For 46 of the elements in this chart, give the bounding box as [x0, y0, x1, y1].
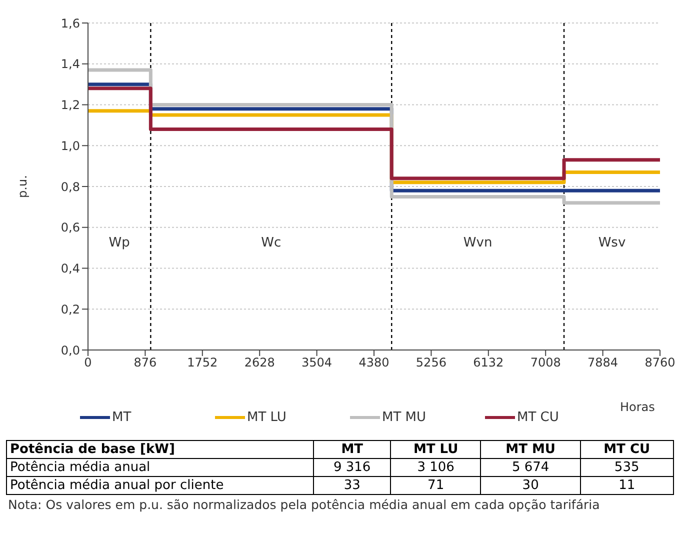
text: Potência de base [kW]: [6, 440, 314, 458]
data-label: 5 674: [480, 458, 580, 476]
x-tick-label: 6132: [473, 356, 504, 370]
category-label: MT MU: [480, 440, 580, 458]
text: Potência média anual por cliente: [6, 476, 314, 494]
legend-label: MT LU: [247, 410, 286, 425]
text: Nota: Os valores em p.u. são normalizados pela potência média anual em cada opção tarifária: [8, 497, 601, 512]
annotation: Wvn: [463, 236, 492, 251]
y-tick-label: 1,2: [60, 98, 80, 112]
data-label: 535: [580, 458, 674, 476]
x-tick-label: 2628: [244, 356, 275, 370]
legend-label: MT MU: [382, 410, 426, 425]
annotation: Wc: [261, 236, 282, 251]
x-tick-label: 3504: [302, 356, 332, 370]
annotation: Wsv: [598, 236, 626, 251]
data-label: 3 106: [390, 458, 481, 476]
category-label: MT LU: [390, 440, 481, 458]
x-tick-label: 876: [134, 356, 157, 370]
y-tick-label: 1,0: [60, 138, 80, 153]
x-tick-label: 0: [84, 356, 92, 370]
x-tick-label: 7884: [588, 356, 618, 370]
legend-label: MT CU: [517, 410, 559, 425]
x-tick-label: 8760: [644, 356, 676, 370]
y-tick-label: 0,6: [60, 220, 80, 235]
data-label: 11: [580, 476, 674, 494]
category-label: MT CU: [580, 440, 674, 458]
y-axis-title: p.u.: [15, 175, 30, 198]
x-tick-label: 7008: [530, 356, 561, 370]
data-label: 9 316: [314, 458, 391, 476]
text: Potência média anual: [6, 458, 314, 476]
data-label: 71: [390, 476, 481, 494]
y-tick-label: 0,0: [60, 343, 80, 358]
y-tick-label: 0,2: [60, 302, 80, 316]
x-axis-title: Horas: [620, 400, 655, 414]
legend-label: MT: [112, 410, 132, 425]
data-label: 30: [480, 476, 580, 494]
y-tick-label: 0,8: [60, 180, 80, 194]
annotation: Wp: [108, 236, 130, 251]
y-tick-label: 1,6: [60, 16, 80, 30]
x-tick-label: 1752: [187, 356, 218, 370]
x-tick-label: 4380: [358, 356, 390, 370]
y-tick-label: 1,4: [60, 57, 80, 72]
x-tick-label: 5256: [416, 356, 446, 370]
data-label: 33: [314, 476, 391, 494]
category-label: MT: [314, 440, 391, 458]
y-tick-label: 0,4: [60, 262, 80, 276]
